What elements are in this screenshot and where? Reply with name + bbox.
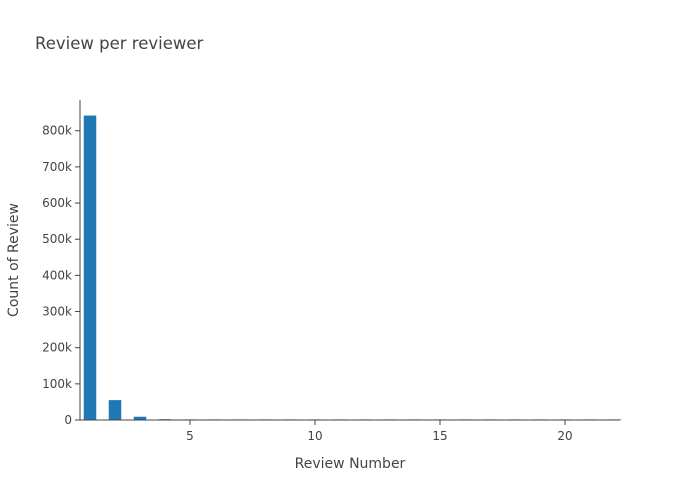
bar xyxy=(108,400,122,420)
x-tick-label: 10 xyxy=(307,429,322,443)
y-tick-label: 400k xyxy=(42,268,72,282)
bar xyxy=(133,416,147,420)
y-tick-label: 300k xyxy=(42,305,72,319)
y-tick-label: 500k xyxy=(42,232,72,246)
bar xyxy=(83,115,97,421)
x-tick-label: 20 xyxy=(557,429,572,443)
y-tick-label: 600k xyxy=(42,196,72,210)
x-tick-label: 5 xyxy=(186,429,194,443)
y-axis-title: Count of Review xyxy=(6,203,22,317)
y-tick-label: 100k xyxy=(42,377,72,391)
y-tick-label: 700k xyxy=(42,160,72,174)
y-tick-label: 200k xyxy=(42,341,72,355)
y-tick-label: 800k xyxy=(42,124,72,138)
x-axis-title: Review Number xyxy=(295,456,406,472)
chart-title: Review per reviewer xyxy=(35,34,204,53)
y-tick-label: 0 xyxy=(64,413,72,427)
x-tick-label: 15 xyxy=(432,429,447,443)
